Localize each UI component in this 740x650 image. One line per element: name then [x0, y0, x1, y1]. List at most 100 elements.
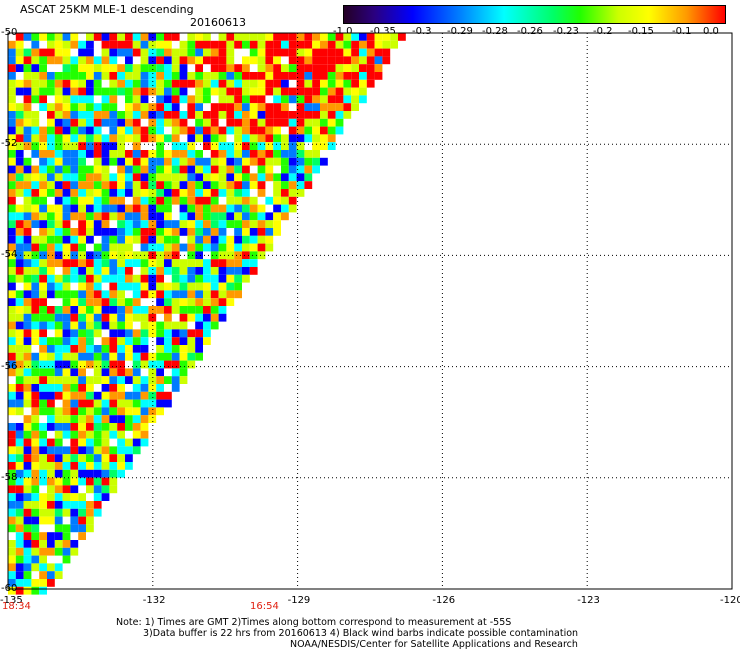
- data-cell: [62, 555, 71, 564]
- data-cell: [70, 384, 79, 392]
- data-cell: [140, 274, 149, 283]
- data-cell: [86, 407, 94, 416]
- data-cell: [101, 165, 110, 174]
- data-cell: [8, 142, 16, 150]
- time-mid: 16:54: [250, 601, 279, 612]
- data-cell: [54, 516, 63, 525]
- data-cell: [39, 532, 47, 540]
- data-cell: [8, 267, 16, 275]
- data-cell: [179, 126, 188, 135]
- data-cell: [132, 134, 141, 143]
- data-cell: [15, 79, 24, 88]
- data-cell: [31, 508, 40, 517]
- data-cell: [54, 72, 63, 80]
- data-cell: [39, 196, 47, 205]
- data-cell: [125, 87, 133, 96]
- data-cell: [257, 64, 266, 72]
- data-cell: [140, 33, 149, 41]
- data-cell: [156, 306, 164, 314]
- data-cell: [148, 64, 157, 72]
- data-cell: [86, 118, 94, 127]
- colorbar-label: -0.2: [593, 26, 613, 37]
- data-cell: [86, 79, 94, 88]
- data-cell: [234, 157, 242, 166]
- data-cell: [8, 423, 16, 431]
- data-cell: [117, 423, 125, 431]
- data-cell: [234, 290, 242, 299]
- data-cell: [39, 337, 47, 345]
- data-cell: [195, 79, 203, 88]
- data-cell: [70, 547, 79, 556]
- data-cell: [78, 532, 86, 540]
- data-cell: [249, 40, 258, 49]
- data-cell: [86, 126, 94, 135]
- data-cell: [54, 33, 63, 41]
- data-cell: [8, 399, 16, 408]
- data-cell: [226, 173, 235, 182]
- data-cell: [109, 321, 118, 330]
- data-cell: [281, 142, 289, 150]
- data-cell: [23, 204, 32, 213]
- data-cell: [187, 274, 196, 283]
- data-cell: [70, 79, 79, 88]
- data-cell: [226, 56, 235, 65]
- data-cell: [171, 72, 180, 80]
- data-cell: [226, 181, 235, 189]
- data-cell: [210, 72, 219, 80]
- data-cell: [210, 235, 219, 244]
- data-cell: [218, 243, 227, 252]
- data-cell: [156, 173, 164, 182]
- data-cell: [195, 165, 203, 174]
- data-cell: [62, 352, 71, 361]
- data-cell: [54, 430, 63, 439]
- data-cell: [234, 64, 242, 72]
- data-cell: [187, 306, 196, 314]
- data-cell: [327, 142, 336, 150]
- data-cell: [296, 33, 305, 41]
- colorbar-label: 0.0: [703, 26, 719, 37]
- data-cell: [23, 235, 32, 244]
- data-cell: [288, 189, 297, 197]
- data-cell: [117, 126, 125, 135]
- data-cell: [187, 282, 196, 291]
- data-cell: [171, 306, 180, 314]
- data-cell: [281, 111, 289, 119]
- data-cell: [23, 563, 32, 572]
- data-cell: [47, 204, 55, 213]
- data-cell: [156, 103, 164, 111]
- data-cell: [54, 259, 63, 267]
- data-cell: [78, 462, 86, 470]
- data-cell: [47, 33, 55, 41]
- data-cell: [265, 87, 274, 96]
- data-cell: [164, 212, 172, 221]
- data-cell: [47, 360, 55, 369]
- data-cell: [195, 173, 203, 182]
- data-cell: [78, 360, 86, 369]
- data-cell: [8, 165, 16, 174]
- data-cell: [31, 306, 40, 314]
- data-cell: [187, 329, 196, 338]
- data-cell: [156, 407, 164, 416]
- data-cell: [47, 282, 55, 291]
- data-cell: [31, 501, 40, 509]
- data-cell: [15, 376, 24, 384]
- data-cell: [265, 228, 274, 236]
- data-cell: [125, 259, 133, 267]
- data-cell: [312, 111, 320, 119]
- data-cell: [288, 165, 297, 174]
- data-cell: [203, 40, 211, 49]
- data-cell: [70, 33, 79, 41]
- data-cell: [171, 384, 180, 392]
- data-cell: [218, 72, 227, 80]
- data-cell: [93, 423, 102, 431]
- data-cell: [86, 87, 94, 96]
- data-cell: [234, 259, 242, 267]
- data-cell: [109, 204, 118, 213]
- data-cell: [210, 204, 219, 213]
- data-cell: [304, 173, 313, 182]
- data-cell: [249, 111, 258, 119]
- data-cell: [171, 87, 180, 96]
- data-cell: [70, 298, 79, 306]
- data-cell: [132, 72, 141, 80]
- data-cell: [226, 212, 235, 221]
